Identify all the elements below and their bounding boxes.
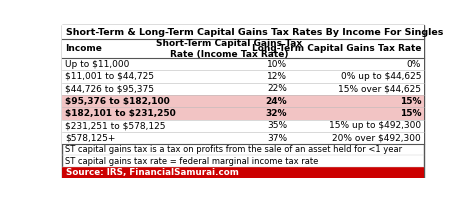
Text: 15%: 15% (400, 97, 421, 106)
FancyBboxPatch shape (62, 120, 424, 132)
Text: $578,125+: $578,125+ (65, 134, 115, 143)
Text: Short-Term & Long-Term Capital Gains Tax Rates By Income For Singles: Short-Term & Long-Term Capital Gains Tax… (66, 28, 443, 37)
Text: Income: Income (65, 44, 101, 53)
FancyBboxPatch shape (62, 167, 424, 178)
FancyBboxPatch shape (62, 95, 424, 107)
Text: $11,001 to $44,725: $11,001 to $44,725 (65, 72, 154, 81)
FancyBboxPatch shape (62, 39, 424, 58)
Text: 10%: 10% (267, 60, 287, 69)
Text: 35%: 35% (267, 121, 287, 130)
Text: ST capital gains tax rate = federal marginal income tax rate: ST capital gains tax rate = federal marg… (65, 157, 318, 166)
Text: 0%: 0% (407, 60, 421, 69)
FancyBboxPatch shape (62, 25, 424, 178)
Text: 15% over $44,625: 15% over $44,625 (338, 84, 421, 93)
Text: ST capital gains tax is a tax on profits from the sale of an asset held for <1 y: ST capital gains tax is a tax on profits… (65, 145, 402, 154)
Text: 37%: 37% (267, 134, 287, 143)
FancyBboxPatch shape (62, 107, 424, 120)
Text: 15%: 15% (400, 109, 421, 118)
FancyBboxPatch shape (62, 25, 424, 39)
FancyBboxPatch shape (62, 70, 424, 83)
Text: $95,376 to $182,100: $95,376 to $182,100 (65, 97, 170, 106)
Text: $182,101 to $231,250: $182,101 to $231,250 (65, 109, 175, 118)
Text: 32%: 32% (266, 109, 287, 118)
Text: Short-Term Capital Gains Tax
Rate (Income Tax Rate): Short-Term Capital Gains Tax Rate (Incom… (156, 39, 302, 59)
Text: $44,726 to $95,375: $44,726 to $95,375 (65, 84, 154, 93)
FancyBboxPatch shape (62, 58, 424, 70)
Text: $231,251 to $578,125: $231,251 to $578,125 (65, 121, 165, 130)
Text: Long-Term Capital Gains Tax Rate: Long-Term Capital Gains Tax Rate (252, 44, 421, 53)
Text: 22%: 22% (267, 84, 287, 93)
Text: Up to $11,000: Up to $11,000 (65, 60, 129, 69)
Text: 12%: 12% (267, 72, 287, 81)
Text: 0% up to $44,625: 0% up to $44,625 (341, 72, 421, 81)
Text: 15% up to $492,300: 15% up to $492,300 (329, 121, 421, 130)
Text: 24%: 24% (266, 97, 287, 106)
FancyBboxPatch shape (62, 83, 424, 95)
Text: Source: IRS, FinancialSamurai.com: Source: IRS, FinancialSamurai.com (66, 168, 239, 177)
FancyBboxPatch shape (62, 132, 424, 144)
Text: 20% over $492,300: 20% over $492,300 (332, 134, 421, 143)
